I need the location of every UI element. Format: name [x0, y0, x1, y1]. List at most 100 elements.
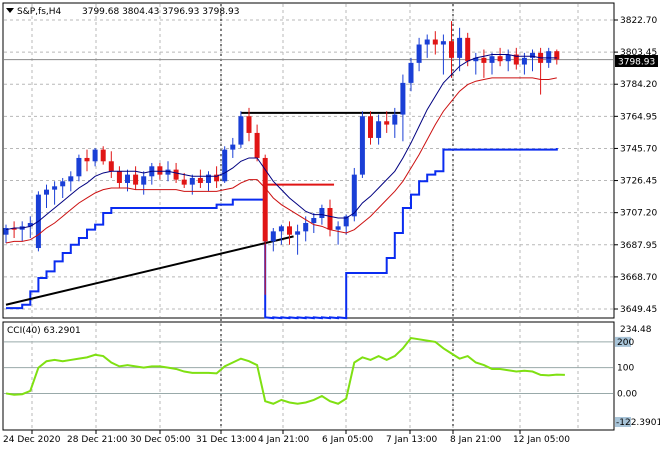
candle-body-40: [327, 207, 333, 230]
price-tick-label-8: 3668.70: [620, 273, 657, 283]
price-tick-label-9: 3649.45: [620, 305, 657, 315]
candle-body-50: [408, 62, 414, 83]
price-tick-label-6: 3707.20: [620, 209, 657, 219]
candle-body-59: [481, 57, 487, 63]
candle-body-15: [125, 174, 130, 183]
candle-body-37: [303, 223, 309, 232]
candle-body-33: [270, 231, 276, 242]
candle-body-26: [214, 174, 220, 182]
candle-body-9: [76, 157, 82, 177]
candle-body-1: [11, 228, 17, 230]
candle-body-42: [343, 216, 349, 227]
candle-body-46: [376, 121, 382, 138]
price-tick-label-5: 3726.45: [620, 177, 657, 187]
candle-body-48: [392, 114, 398, 125]
time-axis: 24 Dec 2020 28 Dec 21:00 30 Dec 05:00 31 De…: [3, 430, 570, 445]
candle-body-47: [384, 121, 390, 125]
candle-body-57: [465, 37, 471, 62]
current-price-value: 3798.93: [618, 58, 655, 68]
candle-body-44: [359, 116, 365, 175]
candle-body-0: [3, 228, 9, 235]
price-tick-label-7: 3687.95: [620, 241, 657, 251]
candle-body-27: [222, 149, 228, 182]
ma-slow-line: [5, 77, 557, 244]
candle-body-8: [68, 176, 74, 182]
candle-body-34: [278, 226, 284, 232]
candle-body-20: [165, 169, 171, 175]
cci-tick-label-2: 0.00: [617, 389, 637, 399]
cci-axis: 234.48 200 100 0.00 -122.3901: [615, 325, 660, 428]
candle-body-51: [416, 44, 422, 63]
moving-averages: [5, 54, 557, 244]
time-label-6: 7 Jan 13:00: [386, 435, 438, 445]
cci-title: CCI(40) 63.2901: [7, 326, 81, 336]
cci-line: [4, 336, 613, 405]
candle-body-22: [181, 179, 187, 185]
candle-body-45: [368, 116, 373, 138]
candle-body-10: [84, 157, 90, 162]
time-label-5: 6 Jan 05:00: [322, 435, 374, 445]
price-tick-label-3: 3764.95: [620, 112, 657, 122]
candle-body-5: [44, 189, 49, 195]
cci-scale-top: 234.48: [620, 325, 652, 335]
candle-body-39: [319, 207, 325, 219]
candle-body-53: [432, 39, 438, 45]
ma-fast-line: [5, 54, 557, 231]
candle-body-64: [521, 57, 527, 65]
candle-body-24: [197, 177, 203, 183]
price-tick-label-2: 3784.20: [620, 80, 657, 90]
ohlc-values: 3799.68 3804.43 3796.93 3798.93: [82, 7, 239, 17]
candle-body-55: [449, 41, 454, 58]
candle-body-28: [230, 144, 236, 150]
candle-body-52: [424, 39, 430, 45]
candle-body-49: [400, 82, 406, 115]
candle-body-38: [311, 218, 317, 224]
time-label-3: 31 Dec 13:00: [196, 435, 257, 445]
support-line: [6, 147, 558, 320]
candle-body-23: [189, 177, 195, 185]
candle-body-36: [295, 231, 301, 235]
price-tick-label-4: 3745.70: [620, 144, 657, 154]
time-label-7: 8 Jan 21:00: [450, 435, 502, 445]
price-axis: 3822.70 3803.45 3784.20 3764.95 3745.70 3726.…: [614, 16, 657, 315]
cci-panel: [2, 321, 615, 431]
candle-body-43: [351, 174, 357, 217]
candle-body-65: [530, 52, 535, 58]
symbol-name: S&P,fs,H4: [17, 7, 62, 17]
support-step-line: [6, 147, 558, 320]
cci-bottom-badge: [615, 417, 631, 427]
symbol-dropdown-icon[interactable]: [6, 8, 14, 13]
candle-body-31: [254, 132, 260, 158]
cci-scale-bottom: -122.3901: [616, 418, 660, 428]
candle-body-68: [554, 51, 560, 60]
price-tick-label-0: 3822.70: [620, 16, 657, 26]
candle-body-35: [287, 226, 292, 235]
candle-body-13: [108, 161, 114, 172]
candle-body-14: [116, 171, 122, 183]
candle-body-41: [335, 226, 341, 230]
candle-body-3: [27, 223, 33, 227]
cci-tick-label-0: 200: [617, 338, 634, 348]
candle-body-54: [440, 41, 446, 45]
time-label-2: 30 Dec 05:00: [130, 435, 191, 445]
candle-body-7: [60, 181, 66, 187]
candle-body-25: [206, 174, 211, 183]
time-label-0: 24 Dec 2020: [3, 435, 61, 445]
candle-body-63: [513, 54, 519, 65]
candle-body-30: [246, 116, 252, 133]
candle-body-32: [262, 157, 268, 242]
candle-body-56: [457, 37, 463, 58]
time-label-8: 12 Jan 05:00: [513, 435, 570, 445]
cci-200-badge: [615, 336, 631, 347]
candle-body-67: [546, 51, 552, 63]
chart-grid: [4, 4, 613, 429]
candle-body-19: [157, 166, 163, 175]
candle-body-29: [238, 116, 244, 145]
candle-body-12: [100, 149, 106, 162]
cci-series: [5, 336, 565, 405]
candle-body-6: [52, 186, 58, 190]
candle-body-58: [473, 57, 479, 62]
candle-body-61: [497, 56, 503, 62]
trend-line: [5, 235, 294, 306]
